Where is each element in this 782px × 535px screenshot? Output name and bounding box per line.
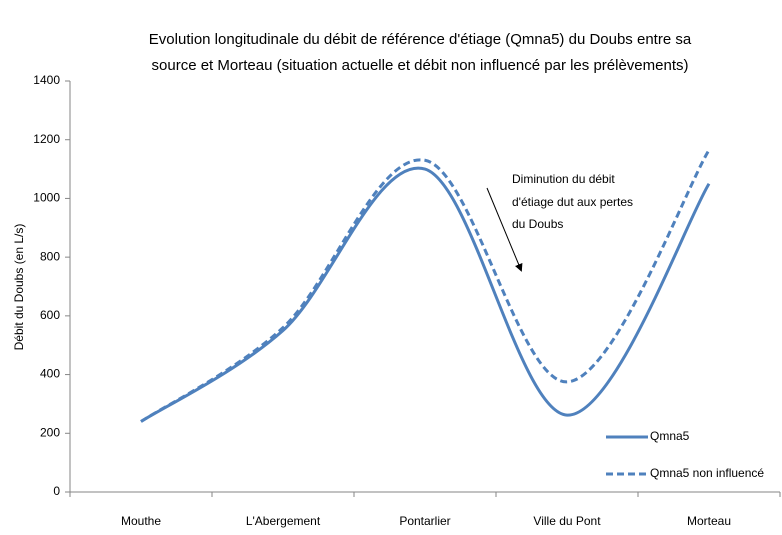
line-series (140, 166, 711, 423)
annotation-arrow (486, 187, 523, 272)
legend-label: Qmna5 (650, 429, 690, 443)
x-tick-label: Mouthe (121, 514, 161, 528)
chart-title: source et Morteau (situation actuelle et… (152, 57, 689, 74)
y-tick-label: 800 (40, 249, 60, 263)
y-tick-label: 1200 (33, 132, 60, 146)
line-series (140, 149, 711, 423)
y-tick-label: 200 (40, 425, 60, 439)
y-tick-label: 1400 (33, 73, 60, 87)
chart-title: Evolution longitudinale du débit de réfé… (149, 31, 692, 48)
x-tick-label: Pontarlier (399, 514, 450, 528)
y-tick-label: 0 (53, 484, 60, 498)
legend-label: Qmna5 non influencé (650, 466, 764, 480)
y-tick-label: 400 (40, 367, 60, 381)
y-tick-label: 1000 (33, 191, 60, 205)
x-tick-label: Morteau (687, 514, 731, 528)
annotation: Diminution du débit (512, 172, 615, 186)
y-tick-label: 600 (40, 308, 60, 322)
y-axis-label: Débit du Doubs (en L/s) (12, 224, 26, 351)
annotation: d'étiage dut aux pertes (512, 195, 633, 209)
x-tick-label: Ville du Pont (533, 514, 601, 528)
annotation: du Doubs (512, 217, 563, 231)
x-tick-label: L'Abergement (246, 514, 321, 528)
